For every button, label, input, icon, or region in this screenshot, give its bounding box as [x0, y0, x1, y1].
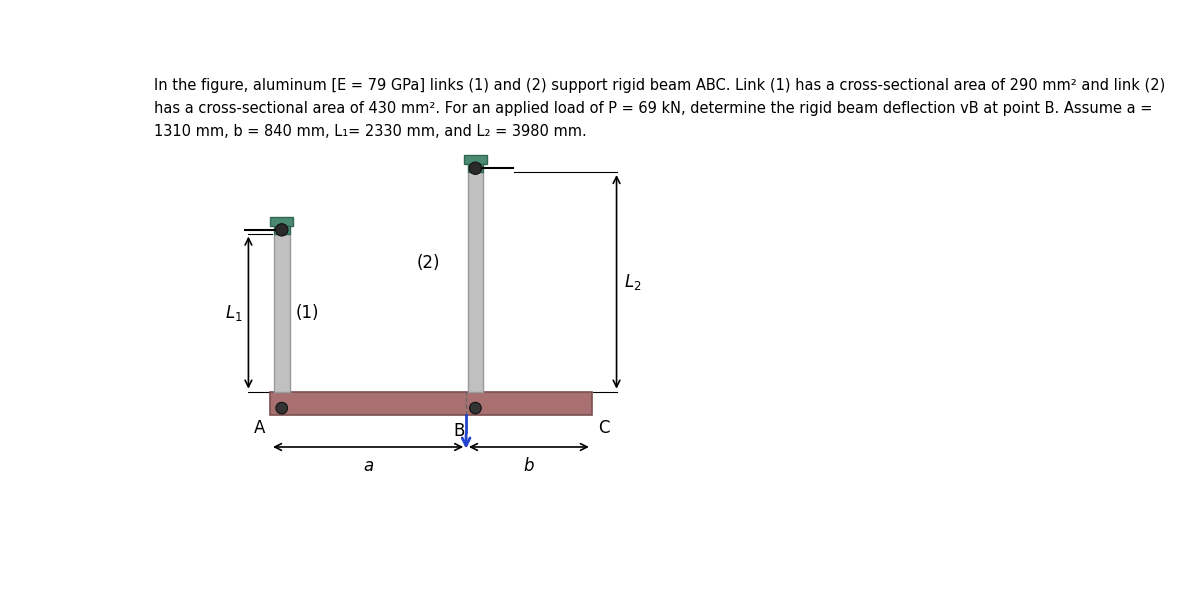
Text: b: b	[523, 457, 534, 475]
Text: has a cross-sectional area of 430 mm². For an applied load of P = 69 kN, determi: has a cross-sectional area of 430 mm². F…	[154, 101, 1152, 116]
Bar	[468, 164, 484, 172]
Text: B: B	[454, 422, 464, 440]
Bar	[274, 234, 289, 392]
Text: (1): (1)	[295, 304, 319, 322]
Text: $L_1$: $L_1$	[224, 302, 242, 323]
Bar	[270, 392, 592, 415]
Text: In the figure, aluminum [E = 79 GPa] links (1) and (2) support rigid beam ABC. L: In the figure, aluminum [E = 79 GPa] lin…	[154, 78, 1165, 93]
Text: (2): (2)	[418, 254, 440, 272]
Bar	[463, 155, 487, 164]
Circle shape	[276, 224, 288, 236]
Bar	[468, 172, 484, 392]
Circle shape	[469, 403, 481, 414]
Circle shape	[469, 162, 481, 175]
Text: A: A	[254, 419, 265, 437]
Text: C: C	[598, 419, 610, 437]
Bar	[274, 226, 289, 233]
Text: 1310 mm, b = 840 mm, L₁= 2330 mm, and L₂ = 3980 mm.: 1310 mm, b = 840 mm, L₁= 2330 mm, and L₂…	[154, 124, 587, 139]
Text: $L_2$: $L_2$	[624, 272, 641, 292]
Circle shape	[276, 403, 288, 414]
Text: a: a	[362, 457, 373, 475]
Bar	[270, 217, 293, 226]
